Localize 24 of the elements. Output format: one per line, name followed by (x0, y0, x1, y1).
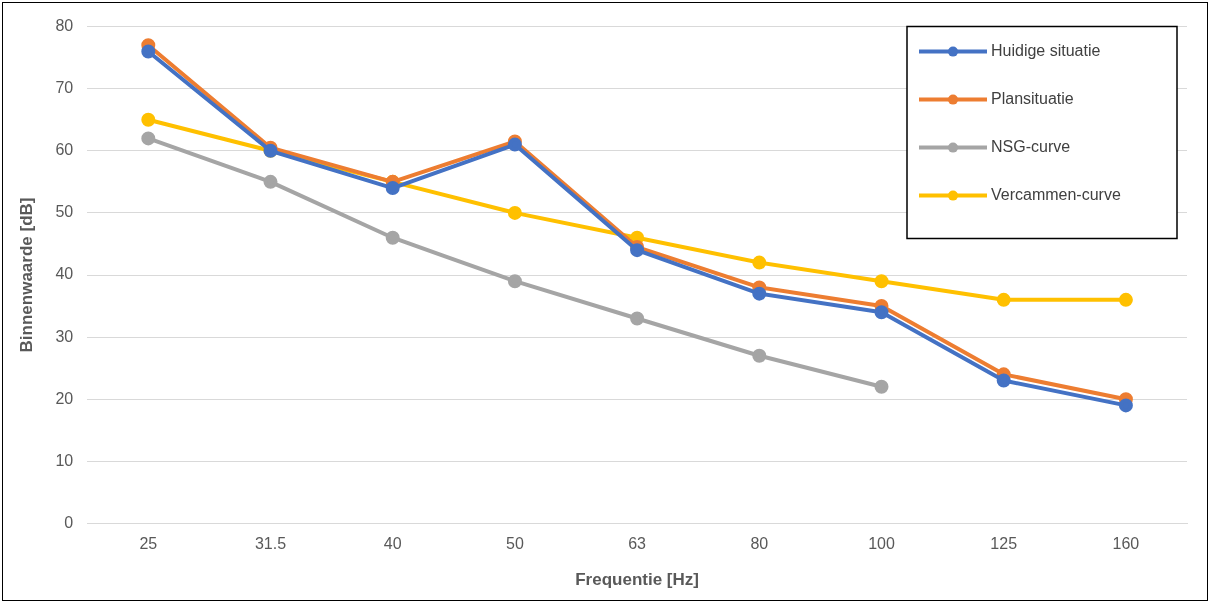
legend-label: Vercammen-curve (991, 186, 1121, 204)
legend-label: NSG-curve (991, 138, 1071, 156)
x-tick-label: 125 (990, 535, 1018, 553)
y-tick-label: 50 (55, 203, 74, 221)
y-tick-label: 10 (55, 451, 74, 469)
legend-label: Plansituatie (991, 90, 1074, 108)
x-tick-label: 100 (868, 535, 895, 553)
x-tick-label: 160 (1112, 535, 1140, 553)
legend-label: Huidige situatie (991, 42, 1101, 60)
x-tick-label: 25 (139, 535, 158, 553)
x-tick-label: 63 (628, 535, 647, 553)
y-tick-label: 70 (55, 79, 74, 97)
x-tick-label: 50 (506, 535, 524, 553)
x-tick-label: 80 (750, 535, 769, 553)
x-tick-label: 40 (383, 535, 402, 553)
y-tick-label: 30 (55, 327, 74, 345)
y-tick-label: 20 (55, 389, 74, 407)
y-tick-label: 40 (55, 265, 74, 283)
y-axis-title: Binnenwaarde [dB] (16, 197, 36, 353)
y-tick-label: 80 (55, 17, 74, 35)
x-tick-label: 31.5 (254, 535, 287, 553)
y-tick-label: 60 (55, 141, 74, 159)
x-axis-title: Frequentie [Hz] (575, 570, 699, 590)
y-tick-label: 0 (64, 513, 74, 531)
